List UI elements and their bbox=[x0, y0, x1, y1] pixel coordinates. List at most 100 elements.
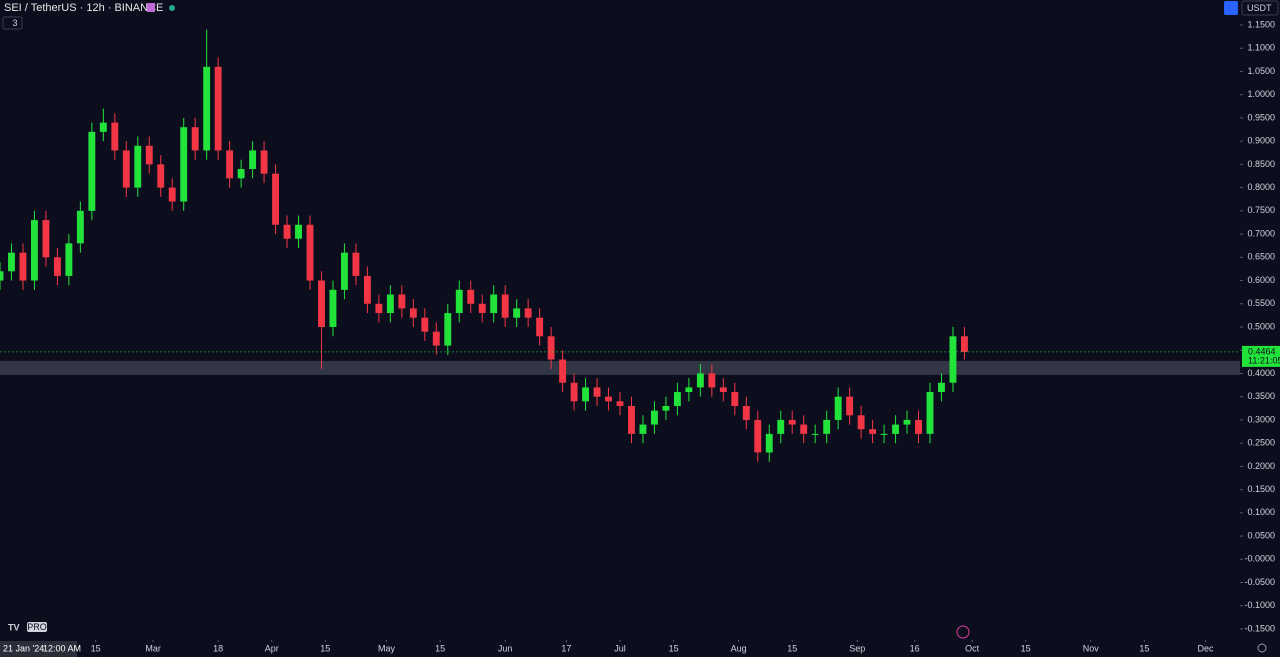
y-tick-label: 0.1000 bbox=[1247, 507, 1275, 517]
candle-body bbox=[593, 387, 601, 397]
candle-body bbox=[88, 131, 96, 211]
y-tick-label: 0.1500 bbox=[1247, 484, 1275, 494]
candle-body bbox=[501, 294, 509, 318]
currency-button[interactable] bbox=[1241, 0, 1279, 16]
y-tick-label: 1.1000 bbox=[1247, 43, 1275, 53]
candle-body bbox=[341, 252, 348, 290]
x-tick-label: May bbox=[378, 643, 396, 653]
candle-body bbox=[719, 387, 727, 393]
y-tick-label: 1.1500 bbox=[1247, 19, 1275, 29]
candle-body bbox=[409, 308, 417, 318]
y-tick-label: -0.0500 bbox=[1244, 577, 1275, 587]
x-tick-label: 15 bbox=[1021, 643, 1031, 653]
events-icon[interactable] bbox=[956, 625, 970, 639]
candle-body bbox=[260, 150, 268, 174]
candle-body bbox=[513, 308, 521, 318]
candle-body bbox=[547, 336, 555, 360]
candle-body bbox=[363, 275, 371, 304]
candle-body bbox=[800, 424, 808, 434]
flag-icon[interactable] bbox=[147, 3, 155, 12]
candle-body bbox=[122, 150, 130, 188]
candle-body bbox=[455, 289, 463, 314]
y-tick-label: 0.3000 bbox=[1247, 414, 1275, 424]
candle-body bbox=[180, 127, 188, 202]
x-tick-label: Oct bbox=[965, 643, 980, 653]
candle-body bbox=[214, 66, 222, 151]
pro-badge bbox=[27, 622, 47, 632]
candle-body bbox=[616, 401, 624, 406]
y-tick-label: 0.3500 bbox=[1247, 391, 1275, 401]
y-tick-label: 0.8500 bbox=[1247, 159, 1275, 169]
x-tick-label: 18 bbox=[213, 643, 223, 653]
y-tick-label: 0.2000 bbox=[1247, 461, 1275, 471]
candle-body bbox=[582, 387, 589, 402]
candle-body bbox=[295, 224, 302, 239]
candle-body bbox=[145, 145, 153, 165]
candle-body bbox=[731, 392, 739, 406]
y-tick-label: 0.4000 bbox=[1247, 368, 1275, 378]
candle-body bbox=[421, 317, 429, 332]
y-tick-label: 0.6000 bbox=[1247, 275, 1275, 285]
auto-button[interactable] bbox=[1224, 1, 1238, 15]
indicator-toggle[interactable] bbox=[2, 16, 23, 30]
y-tick-label: -0.1000 bbox=[1244, 600, 1275, 610]
candle-body bbox=[765, 433, 773, 453]
last-price-box bbox=[1242, 345, 1280, 367]
candle-body bbox=[938, 382, 945, 393]
candle-body bbox=[915, 419, 922, 434]
y-tick-label: -0.1500 bbox=[1244, 623, 1275, 633]
candle-body bbox=[272, 173, 279, 225]
x-tick-label: 15 bbox=[787, 643, 797, 653]
candle-body bbox=[788, 419, 796, 425]
candle-body bbox=[478, 303, 486, 314]
candle-body bbox=[375, 303, 383, 314]
y-tick-label: 0.6500 bbox=[1247, 252, 1275, 262]
candle-body bbox=[570, 382, 578, 402]
candle-body bbox=[31, 220, 38, 281]
y-tick-label: 0.7500 bbox=[1247, 205, 1275, 215]
candle-body bbox=[42, 220, 50, 258]
candle-body bbox=[880, 433, 888, 435]
candle-body bbox=[524, 308, 532, 318]
y-tick-label: 0.0500 bbox=[1247, 530, 1275, 540]
candle-body bbox=[226, 150, 234, 179]
x-tick-label: Jul bbox=[614, 643, 626, 653]
x-tick-label: 15 bbox=[669, 643, 679, 653]
x-tick-label: 16 bbox=[910, 643, 920, 653]
candle-body bbox=[834, 396, 842, 420]
settings-icon[interactable] bbox=[1257, 643, 1267, 653]
candle-body bbox=[329, 289, 337, 327]
y-tick-label: 0.5500 bbox=[1247, 298, 1275, 308]
candle-body bbox=[777, 419, 785, 434]
candle-body bbox=[8, 252, 15, 272]
candle-body bbox=[0, 271, 4, 281]
y-tick-label: -0.0000 bbox=[1244, 554, 1275, 564]
y-tick-label: 0.7000 bbox=[1247, 228, 1275, 238]
candle-body bbox=[949, 336, 957, 383]
cursor-date-box bbox=[0, 641, 77, 657]
indicator-count: 3 bbox=[12, 18, 17, 28]
candle-body bbox=[249, 150, 257, 170]
candle-body bbox=[283, 224, 291, 239]
y-tick-label: 0.5000 bbox=[1247, 321, 1275, 331]
candle-body bbox=[742, 405, 750, 420]
tv-logo: TV bbox=[8, 622, 20, 632]
candle-body bbox=[639, 424, 647, 434]
candle-body bbox=[651, 410, 658, 425]
candle-body bbox=[662, 405, 670, 411]
candle-body bbox=[432, 331, 440, 346]
candle-body bbox=[168, 187, 176, 202]
candle-body bbox=[157, 164, 165, 188]
candle-body bbox=[605, 396, 612, 402]
last-price-label: 0.4464 bbox=[1248, 346, 1276, 356]
candle-body bbox=[19, 252, 27, 281]
y-tick-label: 1.0500 bbox=[1247, 66, 1275, 76]
x-tick-label: Apr bbox=[265, 643, 279, 653]
candle-body bbox=[823, 419, 831, 434]
y-tick-label: 0.8000 bbox=[1247, 182, 1275, 192]
candle-body bbox=[811, 433, 819, 435]
candle-body bbox=[559, 359, 567, 383]
candle-body bbox=[203, 66, 211, 151]
candle-body bbox=[444, 313, 452, 346]
